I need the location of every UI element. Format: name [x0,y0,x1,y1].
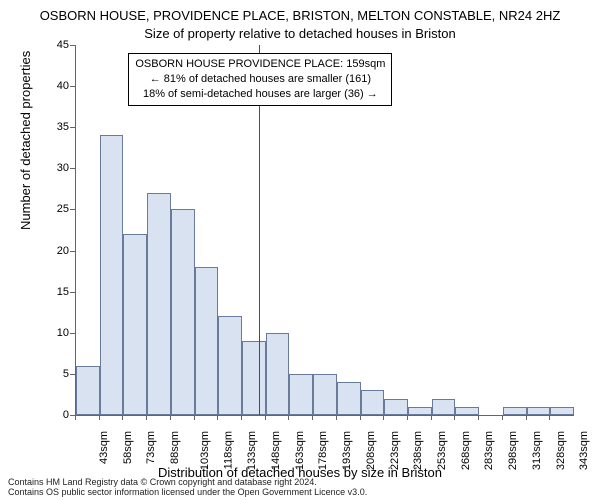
x-tick-mark [99,415,100,420]
x-tick-mark [312,415,313,420]
y-tick-label: 30 [57,162,69,174]
x-tick-mark [122,415,123,420]
x-tick-mark [526,415,527,420]
y-tick-mark [70,251,75,252]
annotation-line2: ← 81% of detached houses are smaller (16… [135,72,385,87]
y-tick-mark [70,168,75,169]
x-tick-label: 328sqm [555,431,567,470]
y-tick-mark [70,45,75,46]
x-tick-label: 253sqm [436,431,448,470]
x-tick-mark [265,415,266,420]
footer-attribution: Contains HM Land Registry data © Crown c… [8,478,367,498]
y-tick-label: 20 [57,245,69,257]
x-tick-label: 43sqm [98,431,110,464]
histogram-bar [503,407,527,415]
annotation-line1: OSBORN HOUSE PROVIDENCE PLACE: 159sqm [135,57,385,72]
x-tick-label: 313sqm [531,431,543,470]
histogram-bar [76,366,100,415]
x-tick-label: 58sqm [122,431,134,464]
x-tick-mark [383,415,384,420]
x-tick-mark [288,415,289,420]
histogram-bar [550,407,574,415]
x-tick-mark [407,415,408,420]
x-tick-label: 343sqm [578,431,590,470]
x-tick-label: 178sqm [318,431,330,470]
x-tick-mark [454,415,455,420]
x-tick-label: 283sqm [484,431,496,470]
x-tick-mark [194,415,195,420]
x-tick-label: 73sqm [145,431,157,464]
x-tick-label: 298sqm [507,431,519,470]
annotation-box: OSBORN HOUSE PROVIDENCE PLACE: 159sqm← 8… [128,53,392,106]
histogram-bar [123,234,147,415]
y-tick-label: 15 [57,286,69,298]
y-tick-label: 0 [63,409,69,421]
histogram-bar [313,374,337,415]
x-tick-label: 148sqm [270,431,282,470]
histogram-bar [289,374,313,415]
y-tick-mark [70,292,75,293]
histogram-bar [455,407,479,415]
x-tick-label: 193sqm [341,431,353,470]
histogram-bar [266,333,290,415]
x-tick-mark [549,415,550,420]
y-tick-mark [70,209,75,210]
x-tick-mark [502,415,503,420]
histogram-bar [218,316,242,415]
x-tick-mark [336,415,337,420]
histogram-bar [100,135,124,415]
histogram-bar [195,267,219,415]
x-tick-mark [478,415,479,420]
y-tick-mark [70,127,75,128]
x-tick-label: 133sqm [246,431,258,470]
histogram-bar [147,193,171,415]
histogram-bar [242,341,266,415]
y-tick-label: 40 [57,80,69,92]
histogram-bar [171,209,195,415]
x-tick-label: 268sqm [460,431,472,470]
x-tick-label: 118sqm [222,431,234,469]
y-tick-label: 10 [57,327,69,339]
y-tick-mark [70,374,75,375]
y-axis-label: Number of detached properties [18,51,33,230]
y-tick-label: 25 [57,203,69,215]
histogram-bar [384,399,408,415]
y-tick-label: 5 [63,368,69,380]
x-tick-label: 88sqm [169,431,181,464]
x-tick-label: 238sqm [412,431,424,470]
annotation-line3: 18% of semi-detached houses are larger (… [135,87,385,102]
x-tick-mark [170,415,171,420]
y-tick-label: 35 [57,121,69,133]
y-tick-label: 45 [57,39,69,51]
x-tick-mark [241,415,242,420]
x-tick-mark [75,415,76,420]
histogram-bar [432,399,456,415]
histogram-bar [337,382,361,415]
y-tick-mark [70,333,75,334]
y-tick-mark [70,86,75,87]
x-tick-label: 103sqm [199,431,211,470]
chart-title-main: OSBORN HOUSE, PROVIDENCE PLACE, BRISTON,… [0,8,600,23]
x-tick-label: 223sqm [389,431,401,470]
chart-title-sub: Size of property relative to detached ho… [0,26,600,41]
histogram-bar [527,407,551,415]
x-tick-mark [146,415,147,420]
x-tick-mark [217,415,218,420]
x-tick-label: 208sqm [365,431,377,470]
footer-line2: Contains OS public sector information li… [8,488,367,498]
histogram-bar [408,407,432,415]
x-tick-mark [360,415,361,420]
x-tick-label: 163sqm [294,431,306,470]
x-tick-mark [431,415,432,420]
histogram-bar [361,390,385,415]
